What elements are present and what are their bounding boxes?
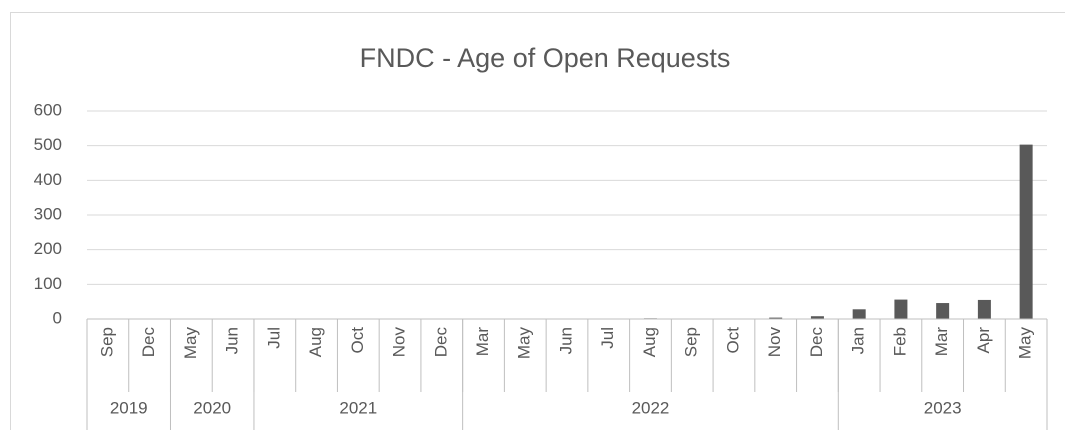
bar bbox=[1019, 144, 1033, 319]
y-tick-label: 200 bbox=[34, 239, 62, 258]
x-tick-label: Jun bbox=[223, 327, 242, 354]
chart-title: FNDC - Age of Open Requests bbox=[360, 43, 731, 73]
x-tick-label: May bbox=[181, 327, 200, 360]
x-tick-label: Sep bbox=[97, 327, 116, 357]
y-tick-label: 600 bbox=[34, 100, 62, 119]
group-label: 2020 bbox=[193, 398, 231, 417]
group-label: 2023 bbox=[924, 398, 962, 417]
x-tick-label: Aug bbox=[306, 327, 325, 357]
x-tick-label: May bbox=[1016, 327, 1035, 360]
y-tick-label: 100 bbox=[34, 274, 62, 293]
x-tick-label: May bbox=[515, 327, 534, 360]
x-tick-label: Mar bbox=[473, 327, 492, 357]
bar bbox=[936, 303, 950, 319]
x-tick-label: Dec bbox=[139, 327, 158, 358]
x-tick-label: Oct bbox=[348, 327, 367, 354]
group-label: 2022 bbox=[632, 398, 670, 417]
y-tick-label: 300 bbox=[34, 204, 62, 223]
x-tick-label: Aug bbox=[640, 327, 659, 357]
x-tick-label: Sep bbox=[682, 327, 701, 357]
chart-border bbox=[10, 12, 1065, 430]
x-tick-label: Dec bbox=[431, 327, 450, 358]
x-tick-label: Dec bbox=[807, 327, 826, 358]
bar bbox=[852, 309, 866, 319]
x-tick-label: Jan bbox=[849, 327, 868, 354]
y-tick-label: 500 bbox=[34, 135, 62, 154]
bar bbox=[810, 316, 824, 319]
x-tick-label: Apr bbox=[974, 327, 993, 354]
group-label: 2021 bbox=[339, 398, 377, 417]
x-tick-label: Nov bbox=[390, 327, 409, 358]
x-tick-label: Jul bbox=[598, 327, 617, 349]
group-label: 2019 bbox=[110, 398, 148, 417]
x-tick-label: Jun bbox=[556, 327, 575, 354]
x-tick-label: Oct bbox=[723, 327, 742, 354]
bar bbox=[769, 317, 783, 319]
bar bbox=[977, 299, 991, 319]
x-tick-label: Feb bbox=[890, 327, 909, 356]
x-tick-label: Mar bbox=[932, 327, 951, 357]
x-tick-label: Jul bbox=[264, 327, 283, 349]
bar bbox=[894, 299, 908, 319]
y-tick-label: 0 bbox=[53, 308, 62, 327]
x-tick-label: Nov bbox=[765, 327, 784, 358]
y-tick-label: 400 bbox=[34, 170, 62, 189]
